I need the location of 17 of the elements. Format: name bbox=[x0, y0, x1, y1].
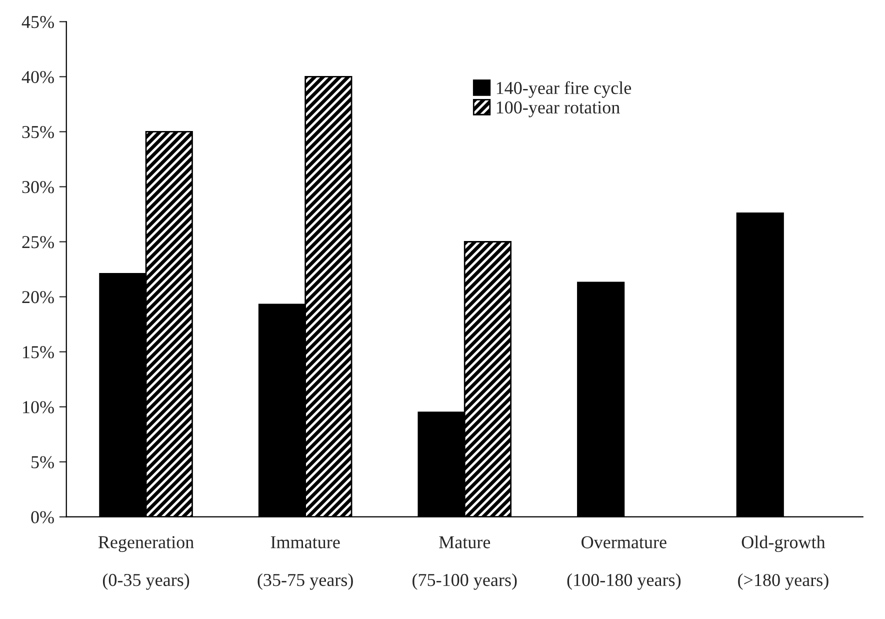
y-tick-label: 10% bbox=[23, 401, 54, 414]
y-tick-label: 35% bbox=[22, 126, 54, 138]
y-tick-label: 45% bbox=[22, 16, 54, 28]
y-tick-label: 5% bbox=[32, 456, 54, 468]
x-tick-label: Regeneration (0-35 years) bbox=[98, 536, 194, 590]
legend-label: 140-year fire cycle bbox=[496, 81, 632, 98]
category-label: Mature (75-100 years) bbox=[412, 536, 517, 590]
y-tick-label: 30% bbox=[22, 180, 54, 194]
y-tick-label: 15% bbox=[23, 346, 54, 358]
y-tick-label: 40% bbox=[22, 70, 54, 84]
y-tick-label: 0% bbox=[31, 511, 54, 524]
legend-label: 100-year rotation bbox=[496, 101, 620, 118]
category-label: Immature (35-75 years) bbox=[258, 536, 353, 590]
y-tick-label: 25% bbox=[22, 236, 54, 248]
y-tick-label: 20% bbox=[22, 291, 54, 304]
category-label: Overmature (100-180 years) bbox=[567, 536, 681, 590]
x-tick-label: Old-growth (>180 years) bbox=[738, 536, 828, 590]
